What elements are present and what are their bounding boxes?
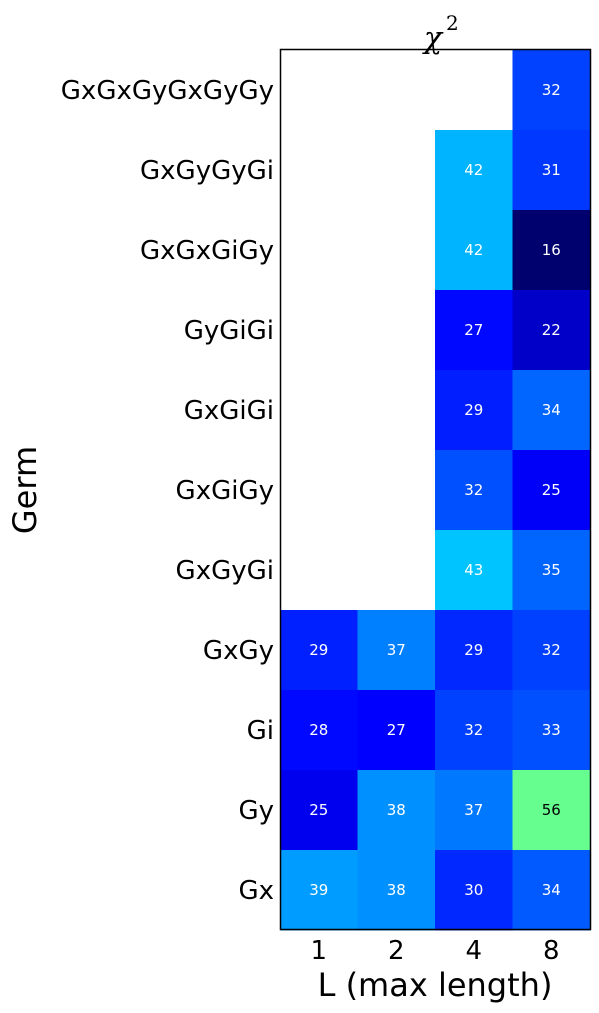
- heatmap-cell: [435, 850, 513, 931]
- x-tick-label: 8: [543, 936, 560, 966]
- cell-value-label: 22: [542, 321, 561, 339]
- cell-value-label: 38: [387, 881, 406, 899]
- cell-value-label: 33: [542, 721, 561, 739]
- heatmap-cells: 32 42 31 42 16 27 22 29 34 32 25 43 35 29 37 29 32 28 27 32…: [280, 50, 591, 931]
- cell-value-label: 16: [542, 241, 561, 259]
- cell-value-label: 28: [309, 721, 328, 739]
- heatmap-cell: [435, 450, 513, 531]
- cell-value-label: 32: [542, 641, 561, 659]
- cell-value-label: 43: [464, 561, 483, 579]
- y-axis-title: Germ: [6, 446, 44, 534]
- cell-value-label: 29: [309, 641, 328, 659]
- chart-title: χ: [422, 21, 444, 56]
- x-axis-title: L (max length): [318, 966, 553, 1004]
- cell-value-label: 42: [464, 241, 483, 259]
- y-tick-label: GxGiGi: [184, 396, 274, 426]
- x-tick-labels: 1 2 4 8: [310, 936, 559, 966]
- cell-value-label: 27: [464, 321, 483, 339]
- heatmap-cell: [435, 770, 513, 851]
- heatmap-cell: [512, 770, 591, 851]
- heatmap-cell: [435, 530, 513, 611]
- heatmap-cell: [512, 210, 591, 291]
- y-tick-label: GxGxGiGy: [140, 236, 274, 266]
- cell-value-label: 25: [309, 801, 328, 819]
- heatmap-cell: [435, 370, 513, 451]
- cell-value-label: 35: [542, 561, 561, 579]
- heatmap-cell: [280, 690, 358, 771]
- heatmap-cell: [512, 370, 591, 451]
- heatmap-cell: [280, 770, 358, 851]
- heatmap-cell: [357, 690, 436, 771]
- cell-value-label: 31: [542, 161, 561, 179]
- y-tick-labels: GxGxGyGxGyGyGxGyGyGiGxGxGiGyGyGiGiGxGiGi…: [61, 76, 274, 906]
- heatmap-cell: [280, 850, 358, 931]
- heatmap-cell: [512, 610, 591, 691]
- cell-value-label: 32: [542, 81, 561, 99]
- y-tick-label: GyGiGi: [184, 316, 274, 346]
- cell-value-label: 34: [542, 881, 561, 899]
- cell-value-label: 32: [464, 721, 483, 739]
- y-tick-label: GxGxGyGxGyGy: [61, 76, 274, 106]
- heatmap-cell: [512, 850, 591, 931]
- cell-value-label: 37: [387, 641, 406, 659]
- y-tick-label: GxGyGi: [176, 556, 274, 586]
- cell-value-label: 29: [464, 641, 483, 659]
- heatmap-cell: [512, 690, 591, 771]
- x-tick-label: 4: [465, 936, 482, 966]
- y-tick-label: Gi: [247, 716, 274, 746]
- heatmap-cell: [435, 690, 513, 771]
- y-tick-label: Gy: [238, 796, 274, 826]
- heatmap-cell: [435, 210, 513, 291]
- y-tick-label: Gx: [238, 876, 274, 906]
- cell-value-label: 34: [542, 401, 561, 419]
- heatmap-cell: [357, 850, 436, 931]
- y-tick-label: GxGyGyGi: [140, 156, 274, 186]
- heatmap-cell: [512, 50, 591, 131]
- heatmap-cell: [512, 290, 591, 371]
- cell-value-label: 25: [542, 481, 561, 499]
- x-tick-label: 1: [310, 936, 327, 966]
- plot-frame: [279, 48, 592, 931]
- cell-value-label: 42: [464, 161, 483, 179]
- heatmap-cell: [435, 290, 513, 371]
- heatmap-cell: [357, 610, 436, 691]
- heatmap-cell: [357, 770, 436, 851]
- y-tick-label: GxGiGy: [176, 476, 274, 506]
- chart-title-superscript: 2: [446, 11, 459, 35]
- cell-value-label: 27: [387, 721, 406, 739]
- cell-value-label: 30: [464, 881, 483, 899]
- cell-value-label: 37: [464, 801, 483, 819]
- cell-value-label: 56: [542, 801, 561, 819]
- heatmap-cell: [512, 450, 591, 531]
- heatmap-cell: [512, 530, 591, 611]
- cell-value-label: 32: [464, 481, 483, 499]
- heatmap-cell: [435, 610, 513, 691]
- x-tick-label: 2: [388, 936, 405, 966]
- cell-value-label: 39: [309, 881, 328, 899]
- heatmap-cell: [512, 130, 591, 211]
- y-tick-label: GxGy: [203, 636, 274, 666]
- heatmap-cell: [280, 610, 358, 691]
- cell-value-label: 38: [387, 801, 406, 819]
- cell-value-label: 29: [464, 401, 483, 419]
- heatmap-cell: [435, 130, 513, 211]
